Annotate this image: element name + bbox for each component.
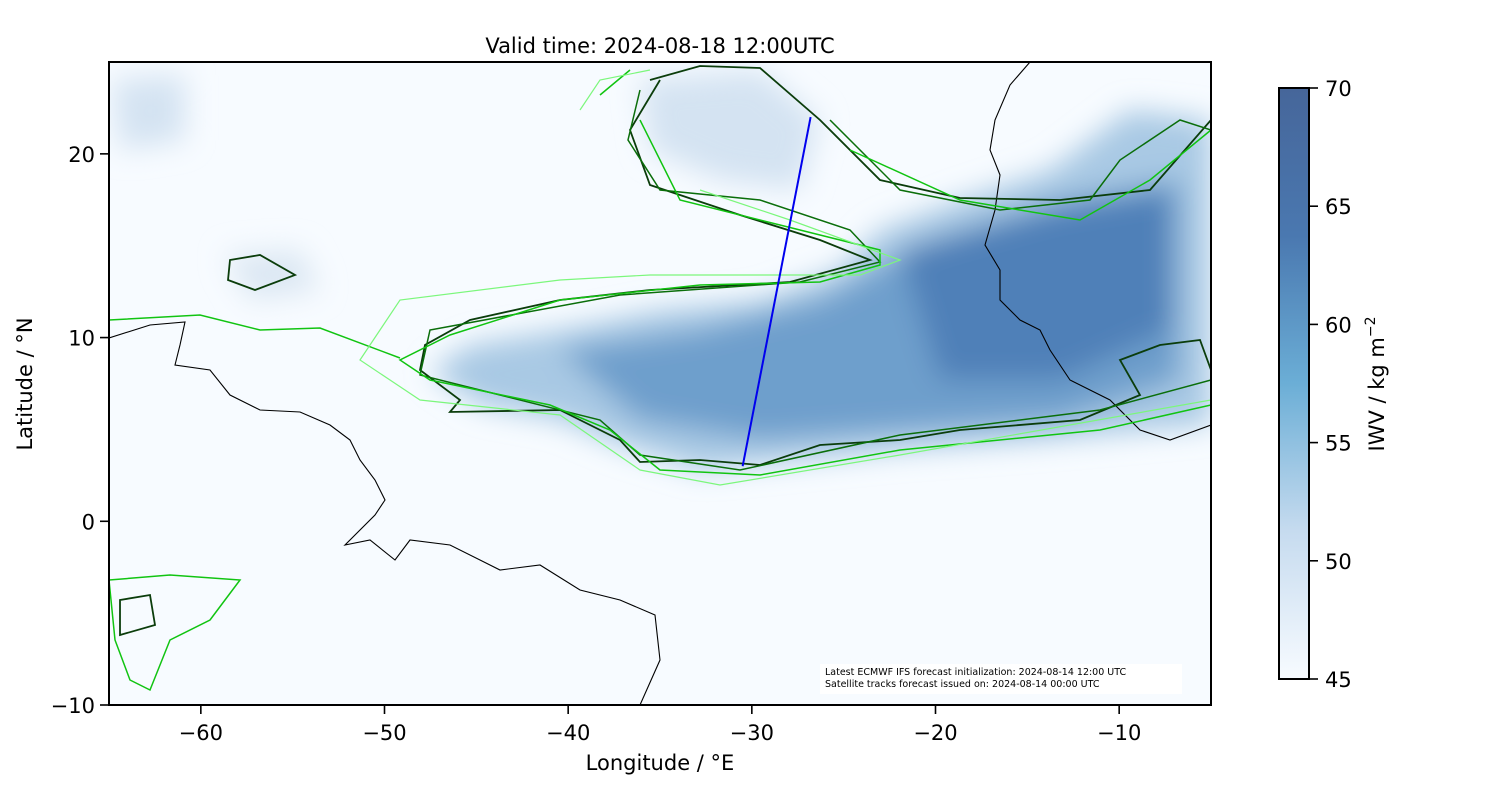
colorbar-tick-label: 60 xyxy=(1325,313,1352,337)
colorbar-tick-label: 55 xyxy=(1325,432,1352,456)
coastline xyxy=(109,321,661,705)
colorbar-tick-label: 50 xyxy=(1325,550,1352,574)
annotation-box xyxy=(820,664,1182,694)
colorbar xyxy=(1278,87,1310,680)
annotation: Latest ECMWF IFS forecast initialization… xyxy=(825,667,1126,678)
y-axis-label: Latitude / °N xyxy=(13,317,37,450)
y-tick-label: 10 xyxy=(68,327,95,351)
x-tick-label: −10 xyxy=(1097,721,1141,745)
colorbar-tick-label: 65 xyxy=(1325,195,1352,219)
y-tick-label: 0 xyxy=(82,510,95,534)
x-tick-label: −40 xyxy=(546,721,590,745)
colorbar-tick-label: 70 xyxy=(1325,77,1352,101)
contour xyxy=(109,69,1211,476)
x-tick-label: −60 xyxy=(179,721,223,745)
colorbar-label-text: IWV / kg m xyxy=(1365,337,1389,451)
satellite-track xyxy=(741,116,812,467)
x-tick-label: −20 xyxy=(913,721,957,745)
coastline xyxy=(984,62,1211,441)
colorbar-label: IWV / kg m−2 xyxy=(1363,316,1389,451)
y-tick-label: −10 xyxy=(51,694,95,718)
iwv-field xyxy=(109,62,1211,705)
x-tick-label: −50 xyxy=(362,721,406,745)
colorbar-tick-label: 45 xyxy=(1325,668,1352,692)
annotation: Satellite tracks forecast issued on: 202… xyxy=(825,679,1100,690)
contour xyxy=(109,574,242,692)
x-axis-label: Longitude / °E xyxy=(586,751,735,775)
contour xyxy=(359,69,1211,486)
y-tick-label: 20 xyxy=(68,143,95,167)
colorbar-label-superscript: −2 xyxy=(1363,316,1379,337)
chart-title: Valid time: 2024-08-18 12:00UTC xyxy=(485,34,834,58)
x-tick-label: −30 xyxy=(730,721,774,745)
contour xyxy=(119,254,298,637)
plot-frame xyxy=(108,61,1212,706)
contour xyxy=(419,89,1211,471)
